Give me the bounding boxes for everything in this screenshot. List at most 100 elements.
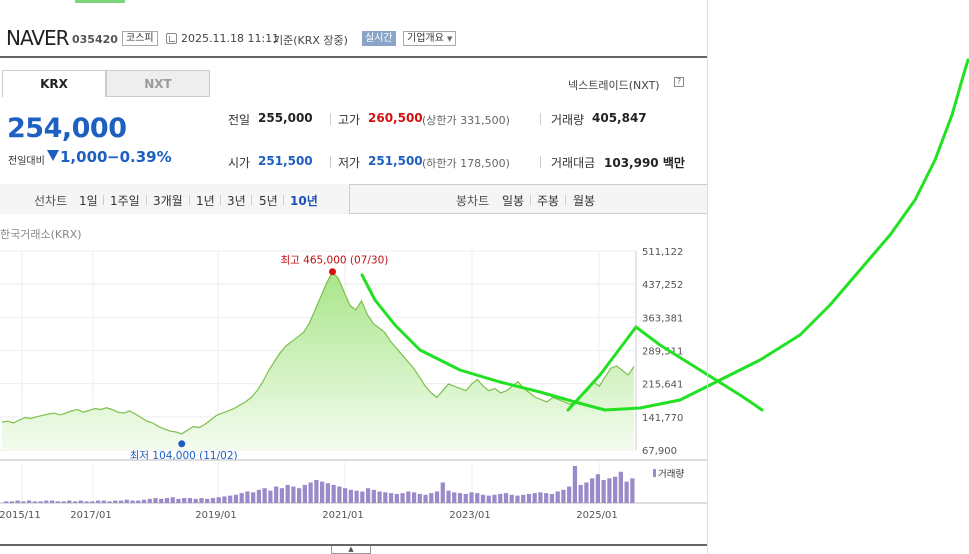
volume-bar: [72, 501, 78, 503]
volume-bar: [630, 478, 635, 503]
volume-bar: [176, 498, 181, 503]
prev-close-label: 전일: [228, 113, 251, 127]
volume-bar: [251, 492, 256, 503]
volume-bar: [394, 493, 399, 503]
upper-limit: (상한가 331,500): [422, 114, 510, 127]
candle-weekly[interactable]: 주봉: [537, 194, 560, 208]
volume-bar: [164, 498, 170, 503]
volume-bar: [469, 492, 474, 503]
divider: [283, 195, 284, 205]
volume-bar: [297, 488, 302, 503]
chevron-down-icon: ▼: [447, 35, 453, 43]
company-info-button[interactable]: 기업개요 ▼: [403, 31, 457, 46]
company-info-label: 기업개요: [407, 33, 444, 44]
period-1d[interactable]: 1일: [79, 194, 98, 208]
divider: [530, 195, 531, 205]
volume-bar: [590, 478, 595, 503]
volume-bar: [475, 493, 480, 503]
low-value: 251,500: [368, 154, 423, 168]
volume-bar: [159, 498, 164, 503]
help-icon[interactable]: ?: [674, 77, 684, 87]
volume-bar: [457, 493, 463, 503]
volume-bar: [342, 488, 348, 503]
x-tick-label: 2025/01: [576, 510, 618, 521]
volume-bar: [360, 491, 365, 503]
active-nav-indicator: [75, 0, 125, 3]
candle-daily[interactable]: 일봉: [502, 194, 525, 208]
volume-bar: [130, 500, 135, 503]
volume-bar: [624, 481, 629, 503]
tab-krx[interactable]: KRX: [2, 70, 106, 97]
panel-edge: [707, 0, 708, 554]
stock-name: NAVER: [6, 26, 70, 50]
realtime-badge[interactable]: 실시간: [362, 31, 396, 46]
period-1y[interactable]: 1년: [196, 194, 215, 208]
period-5y[interactable]: 5년: [259, 194, 278, 208]
candle-monthly[interactable]: 월봉: [573, 194, 596, 208]
volume-bar: [61, 501, 66, 503]
volume-bar: [325, 483, 330, 503]
x-tick-label: 2023/01: [449, 510, 491, 521]
exchange-label: 한국거래소(KRX): [0, 228, 82, 241]
y-tick-label: 67,900: [642, 446, 677, 457]
volume-bar: [49, 500, 55, 503]
divider: [330, 113, 331, 125]
y-tick-label: 363,381: [642, 313, 683, 324]
volume-bar: [210, 498, 216, 503]
max-point: [328, 268, 336, 276]
volume-bar: [262, 488, 267, 503]
volume-bar: [377, 491, 382, 503]
period-3m[interactable]: 3개월: [153, 194, 183, 208]
period-10y[interactable]: 10년: [290, 194, 318, 208]
volume-bar: [308, 482, 313, 503]
volume-bar: [141, 499, 147, 503]
price-chart[interactable]: 511,122 437,252 363,381 289,511 215,641 141,7…: [0, 240, 708, 530]
clock-icon: [166, 33, 177, 44]
current-price: 254,000: [7, 113, 127, 144]
volume-bar: [314, 479, 319, 503]
volume-bar: [561, 489, 566, 503]
volume-value: 405,847: [592, 111, 647, 125]
volume-bar: [452, 492, 457, 503]
volume-bar: [113, 500, 118, 503]
volume-bar: [348, 489, 353, 503]
volume-bar: [199, 498, 204, 503]
volume-bar: [90, 501, 95, 503]
header-divider: [0, 56, 708, 58]
volume-bar: [388, 493, 394, 503]
volume-bar: [26, 500, 32, 503]
volume-bar: [526, 493, 532, 503]
amount-label: 거래대금: [551, 156, 596, 170]
divider: [251, 195, 252, 205]
period-1w[interactable]: 1주일: [110, 194, 140, 208]
volume-bar: [239, 493, 244, 503]
x-tick-label: 2015/11: [0, 510, 41, 521]
volume-bar: [371, 489, 376, 503]
volume-bar: [78, 500, 83, 503]
volume-bar: [365, 488, 371, 503]
volume-bar: [354, 490, 359, 503]
volume-bar: [193, 498, 198, 503]
period-3y[interactable]: 3년: [227, 194, 246, 208]
volume-bar: [268, 490, 273, 503]
tab-nxt[interactable]: NXT: [106, 70, 210, 97]
prev-close-value: 255,000: [258, 111, 313, 125]
volume-bar: [118, 500, 124, 503]
volume-bar: [170, 497, 175, 503]
volume-bar: [532, 493, 537, 503]
volume-bar: [572, 466, 578, 503]
volume-bar: [440, 482, 445, 503]
volume-bar: [549, 493, 555, 503]
volume-bar: [84, 501, 89, 503]
low-label: 저가: [338, 156, 361, 170]
min-annotation: 최저 104,000 (11/02): [130, 450, 238, 462]
volume-bar: [613, 476, 618, 503]
volume-bar: [578, 484, 583, 503]
nxt-trade-link[interactable]: 넥스트레이드(NXT): [568, 79, 660, 92]
volume-bar: [182, 498, 187, 503]
volume-bar: [486, 495, 491, 503]
volume-bar: [245, 491, 250, 503]
volume-bar: [521, 494, 526, 503]
max-annotation: 최고 465,000 (07/30): [280, 255, 388, 267]
collapse-toggle[interactable]: ▲: [331, 546, 371, 554]
